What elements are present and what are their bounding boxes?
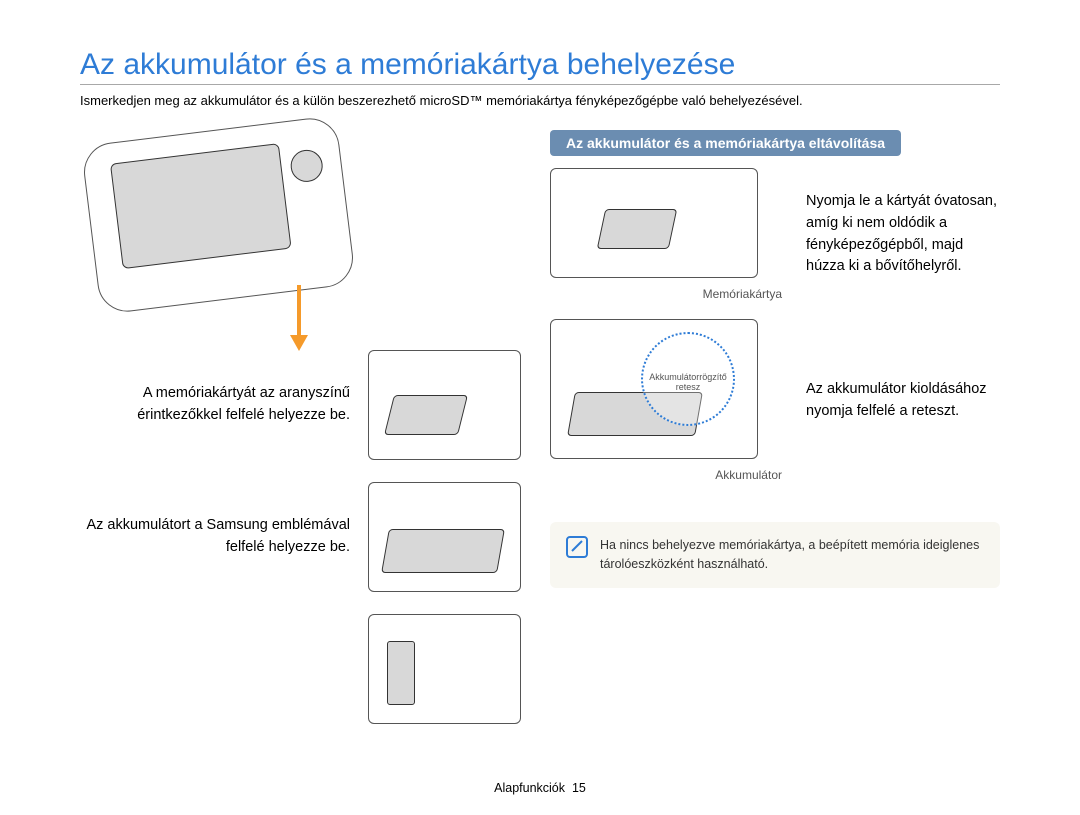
memory-card-caption: A memóriakártyát az aranyszínű érintkező…: [80, 383, 350, 427]
battery-remove-text: Az akkumulátor kioldásához nyomja felfel…: [806, 379, 1000, 423]
arrow-down-icon: [290, 285, 308, 351]
note-text: Ha nincs behelyezve memóriakártya, a beé…: [600, 536, 984, 574]
memory-card-insert-illustration: [368, 350, 521, 460]
camera-illustration: [81, 115, 357, 315]
content-area: A memóriakártyát az aranyszínű érintkező…: [80, 130, 1000, 729]
battery-latch-label: Akkumulátorrögzítő retesz: [647, 373, 729, 393]
page-title: Az akkumulátor és a memóriakártya behely…: [80, 48, 1000, 85]
close-door-illustration: [368, 614, 521, 724]
footer-page-number: 15: [572, 781, 586, 795]
note-box: Ha nincs behelyezve memóriakártya, a beé…: [550, 522, 1000, 588]
memory-card-remove-text: Nyomja le a kártyát óvatosan, amíg ki ne…: [806, 191, 1000, 278]
memory-card-label: Memóriakártya: [550, 287, 786, 301]
battery-insert-illustration: [368, 482, 521, 592]
removal-subheader: Az akkumulátor és a memóriakártya eltávo…: [550, 130, 901, 156]
left-column: A memóriakártyát az aranyszínű érintkező…: [80, 130, 530, 729]
battery-caption: Az akkumulátort a Samsung emblémával fel…: [80, 515, 350, 559]
footer-section: Alapfunkciók: [494, 781, 565, 795]
battery-remove-row: Akkumulátorrögzítő retesz Akkumulátor Az…: [550, 319, 1000, 482]
memory-card-remove-illustration: [550, 168, 758, 278]
memory-card-remove-row: Memóriakártya Nyomja le a kártyát óvatos…: [550, 168, 1000, 301]
battery-remove-illustration: Akkumulátorrögzítő retesz: [550, 319, 758, 459]
battery-label: Akkumulátor: [550, 468, 786, 482]
page-footer: Alapfunkciók 15: [0, 781, 1080, 795]
intro-text: Ismerkedjen meg az akkumulátor és a külö…: [80, 93, 1000, 108]
note-icon: [566, 536, 588, 558]
right-column: Az akkumulátor és a memóriakártya eltávo…: [550, 130, 1000, 729]
